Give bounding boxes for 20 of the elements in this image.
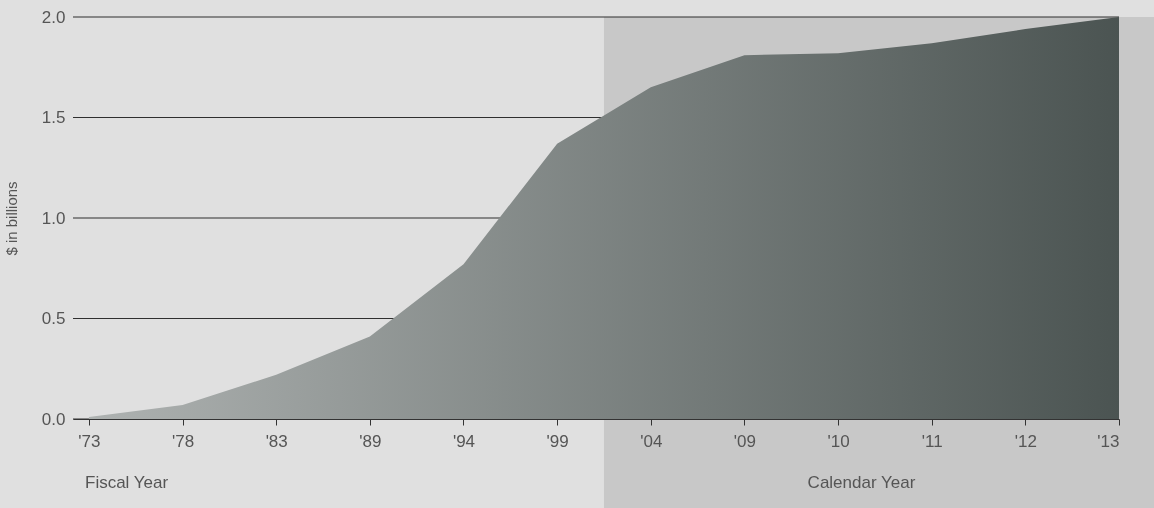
y-tick-label: 0.0: [41, 409, 66, 429]
x-tick-label: '83: [265, 431, 288, 451]
x-tick-label: '94: [452, 431, 476, 451]
x-tick-label: '12: [1014, 431, 1037, 451]
y-axis-title: $ in billions: [2, 181, 20, 256]
x-tick-label: '89: [359, 431, 382, 451]
y-tick-label: 2.0: [41, 7, 66, 27]
x-tick-label: '73: [78, 431, 101, 451]
y-tick-label: 0.5: [41, 309, 66, 328]
x-tick-label: '10: [827, 431, 850, 451]
x-tick-label: '04: [640, 431, 663, 451]
text: Fiscal Year: [85, 473, 169, 492]
x-tick-label: '13: [1097, 431, 1120, 451]
y-tick-label: 1.0: [41, 208, 66, 228]
x-tick-label: '11: [921, 431, 943, 451]
x-tick-label: '99: [546, 431, 569, 451]
x-tick-label: '09: [733, 431, 756, 451]
y-tick-label: 1.5: [41, 108, 66, 127]
band-label: Calendar Year: [807, 473, 916, 492]
x-tick-label: '78: [171, 431, 195, 451]
